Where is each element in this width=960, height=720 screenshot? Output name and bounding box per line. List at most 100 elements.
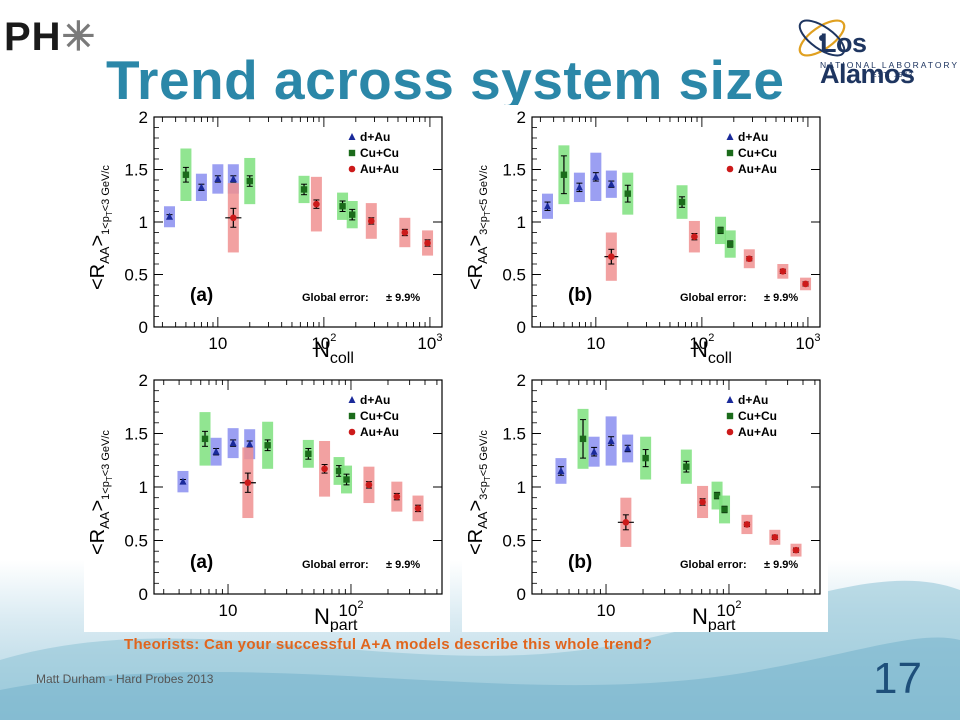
data-point-square: [727, 240, 734, 248]
y-axis-cut-tail: <3 GeV/c: [100, 165, 112, 212]
y-tick-label: 2: [517, 371, 526, 390]
y-axis-cut-tail: <5 GeV/c: [478, 430, 490, 477]
legend-label: Au+Au: [738, 162, 777, 176]
data-point-square: [678, 198, 686, 206]
panel-label: (a): [190, 552, 213, 573]
data-point-triangle: [575, 183, 583, 191]
y-tick-label: 1: [139, 213, 148, 232]
los-alamos-subtitle: NATIONAL LABORATORY: [820, 60, 960, 70]
data-point-square: [300, 186, 308, 193]
x-tick-exponent: 2: [357, 599, 363, 611]
y-axis-label: <RAA>1<pT<3 GeV/c: [87, 430, 114, 555]
y-axis-cut-tail: <3 GeV/c: [100, 430, 112, 477]
legend: d+Au Cu+Cu Au+Au: [348, 130, 399, 176]
series-d-au: [555, 416, 634, 484]
data-point-circle: [771, 533, 779, 541]
data-point-triangle: [229, 439, 237, 447]
y-axis-cut-sub: T: [483, 211, 492, 216]
data-point-triangle: [590, 447, 598, 455]
x-tick-label: 102: [311, 332, 336, 353]
data-point-circle: [622, 519, 630, 526]
data-point-circle: [313, 200, 320, 208]
y-axis-cut-sub: T: [105, 211, 114, 216]
y-axis-label-tail: >: [87, 500, 109, 512]
series-au-au: [225, 176, 434, 256]
data-point-circle: [365, 481, 373, 489]
series-cu-cu: [558, 145, 736, 258]
series-d-au: [163, 164, 239, 228]
series-au-au: [617, 485, 802, 557]
data-point-triangle: [165, 212, 173, 220]
y-axis-label-sub: AA: [475, 246, 490, 264]
data-point-square: [343, 476, 350, 483]
phenix-star-icon: ✳: [61, 15, 97, 59]
data-point-circle: [743, 521, 751, 528]
data-point-circle: [230, 214, 237, 222]
y-axis-cut-tail: <5 GeV/c: [478, 165, 490, 212]
data-point-square: [246, 177, 253, 185]
los-alamos-established: EST. 1943: [872, 72, 914, 79]
y-axis-cut-label: 3<p: [478, 481, 490, 500]
x-tick-label: 10: [586, 334, 605, 353]
x-tick-exponent: 3: [814, 332, 820, 344]
data-point-triangle: [212, 447, 220, 455]
data-point-triangle: [607, 180, 615, 188]
series-cu-cu: [577, 408, 731, 524]
los-alamos-logo-icon: [798, 19, 846, 57]
data-point-triangle: [179, 477, 187, 485]
global-error-label: Global error:: [302, 292, 369, 304]
global-error-label: Global error:: [302, 559, 369, 571]
x-tick-label: 102: [689, 332, 714, 353]
legend: d+Au Cu+Cu Au+Au: [348, 393, 399, 439]
phenix-logo: PH✳: [4, 14, 96, 60]
y-tick-label: 1.5: [502, 161, 526, 180]
data-point-square: [683, 463, 690, 470]
legend-label: Au+Au: [360, 162, 399, 176]
footer-author: Matt Durham - Hard Probes 2013: [36, 672, 214, 686]
x-tick-exponent: 2: [735, 599, 741, 611]
data-point-circle: [779, 268, 787, 275]
data-point-triangle: [197, 183, 205, 191]
legend-marker: [726, 396, 734, 403]
y-tick-label: 0: [139, 585, 148, 604]
data-point-circle: [802, 280, 809, 288]
data-point-square: [717, 227, 724, 234]
x-tick-label: 103: [417, 332, 442, 353]
data-point-square: [349, 211, 356, 218]
x-tick-label: 102: [338, 599, 363, 620]
legend-marker: [348, 412, 356, 420]
legend-label: Cu+Cu: [360, 146, 399, 160]
data-point-circle: [321, 465, 328, 473]
y-tick-label: 2: [517, 108, 526, 127]
panel-label: (b): [568, 285, 592, 306]
y-axis-label-tail: >: [87, 235, 109, 247]
x-axis-label-sub: coll: [708, 350, 732, 365]
slide-title: Trend across system size: [106, 49, 785, 111]
data-point-triangle: [624, 444, 632, 452]
legend-marker: [348, 133, 356, 140]
y-tick-label: 0.5: [124, 532, 148, 551]
series-d-au: [541, 152, 617, 219]
data-point-circle: [792, 546, 800, 554]
y-tick-label: 0.5: [124, 266, 148, 285]
data-point-triangle: [607, 436, 615, 444]
global-error-label: Global error:: [680, 559, 747, 571]
data-point-triangle: [229, 174, 237, 182]
data-point-triangle: [543, 202, 551, 210]
x-axis-label-sub: part: [708, 617, 736, 632]
global-error-value: ± 9.9%: [386, 292, 420, 304]
data-point-triangle: [557, 466, 565, 474]
data-point-square: [201, 435, 209, 443]
legend-label: Cu+Cu: [738, 146, 777, 160]
y-tick-label: 1.5: [502, 425, 526, 444]
legend-label: Au+Au: [360, 425, 399, 439]
x-tick-label: 102: [716, 599, 741, 620]
y-tick-label: 1: [517, 213, 526, 232]
series-au-au: [604, 220, 812, 291]
legend-marker: [348, 165, 356, 173]
legend-marker: [726, 165, 734, 173]
y-axis-cut-sub: T: [105, 476, 114, 481]
